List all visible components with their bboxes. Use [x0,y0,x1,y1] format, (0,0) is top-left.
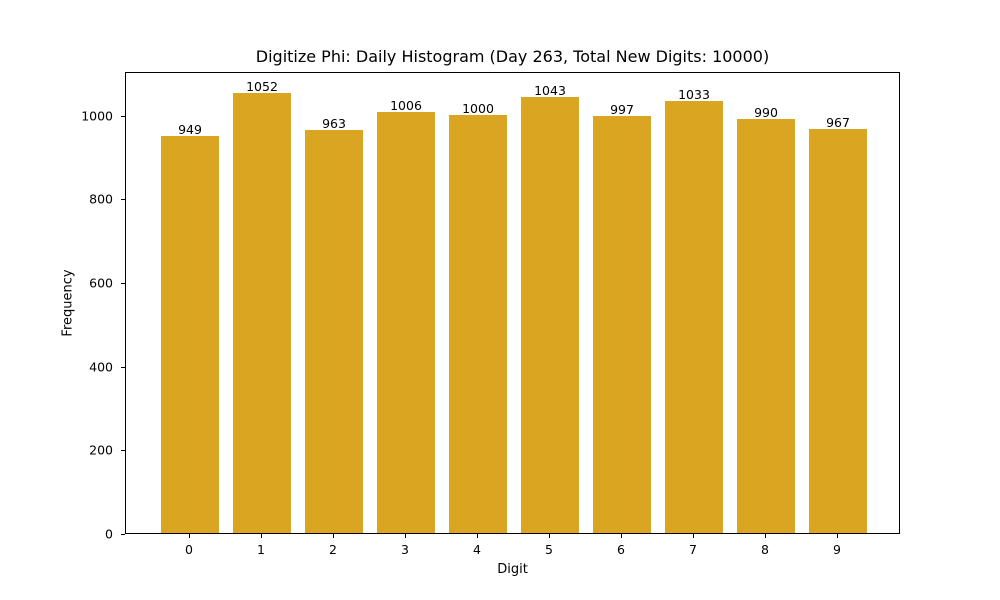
bar-digit-1 [233,93,291,533]
bar-value-label: 967 [826,114,850,130]
bar-digit-8 [737,118,795,533]
bar-digit-2 [305,130,363,533]
x-tick-label: 7 [689,542,697,557]
x-tick-label: 3 [401,542,409,557]
bar-digit-3 [377,112,435,533]
bar-digit-9 [809,128,867,533]
x-tick-label: 9 [833,542,841,557]
y-axis-label: Frequency [60,269,76,337]
bar-digit-6 [593,116,651,533]
bar-value-label: 1006 [390,98,422,114]
y-tick-label: 0 [105,526,113,542]
chart-title: Digitize Phi: Daily Histogram (Day 263, … [255,47,770,66]
bar-value-label: 1000 [462,100,494,116]
plot-area: 949 1052 963 1006 1000 1043 997 1033 990 967 [125,72,900,534]
x-tick-label: 5 [545,542,553,557]
bar-digit-4 [449,114,507,533]
bar-value-label: 1033 [678,86,710,102]
bar-digit-0 [161,136,219,533]
x-tick-label: 2 [329,542,337,557]
y-tick-label: 800 [89,191,113,207]
bar-value-label: 990 [754,104,778,120]
y-tick-label: 1000 [81,108,113,124]
y-tick-label: 600 [89,275,113,291]
x-tick-label: 8 [761,542,769,557]
bar-value-label: 1052 [246,79,278,94]
bar-value-label: 963 [322,116,346,132]
x-tick-label: 6 [617,542,625,557]
x-tick-label: 0 [185,542,193,557]
bar-value-label: 1043 [534,82,566,98]
bar-digit-5 [521,96,579,533]
y-tick-label: 400 [89,359,113,375]
x-tick-label: 4 [473,542,481,557]
bar-digit-7 [665,100,723,533]
x-tick-label: 1 [257,542,265,557]
bar-value-label: 997 [610,102,634,117]
bar-value-label: 949 [178,122,202,138]
y-tick-label: 200 [89,442,113,458]
x-axis-label: Digit [497,562,528,577]
